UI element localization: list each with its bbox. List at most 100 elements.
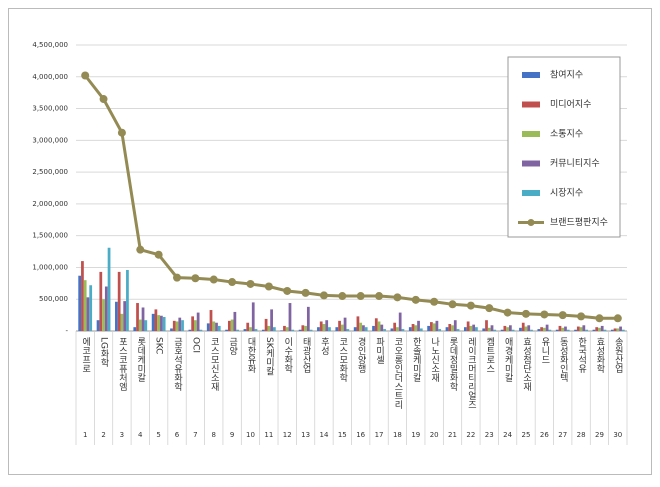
bar xyxy=(359,322,363,331)
bar xyxy=(521,322,525,331)
rank-label: 15 xyxy=(338,431,347,439)
bar xyxy=(81,261,84,331)
legend-label: 미디어지수 xyxy=(550,99,591,110)
legend-swatch-marker xyxy=(527,219,535,226)
bar xyxy=(230,319,234,331)
bar xyxy=(564,326,567,331)
legend-label: 소통지수 xyxy=(550,129,583,140)
line-marker xyxy=(521,309,530,318)
bar xyxy=(401,329,405,331)
bar xyxy=(377,321,381,331)
x-tick-label: 효성첨단소재 xyxy=(521,337,531,392)
bar xyxy=(212,321,216,331)
x-tick-label: 코스모화학 xyxy=(337,337,347,383)
rank-label: 28 xyxy=(577,431,586,439)
bar xyxy=(598,327,601,331)
bar xyxy=(555,329,559,331)
bar xyxy=(225,329,228,331)
line-marker xyxy=(301,288,310,297)
bar xyxy=(249,327,252,331)
line-marker xyxy=(356,292,365,301)
bar xyxy=(448,324,452,331)
legend-swatch xyxy=(522,72,540,78)
line-marker xyxy=(577,312,586,321)
bar xyxy=(104,286,108,331)
bar xyxy=(243,329,247,331)
x-tick-label: 후성 xyxy=(319,337,329,355)
line-marker xyxy=(338,292,347,301)
bar xyxy=(270,309,273,331)
line-marker xyxy=(558,311,567,320)
bar xyxy=(540,327,543,331)
bar xyxy=(380,324,384,331)
bar xyxy=(191,316,195,331)
bar xyxy=(154,309,158,331)
x-tick-label: 파미셀 xyxy=(374,337,384,364)
bar xyxy=(595,327,599,331)
x-tick-label: 효성화학 xyxy=(594,337,604,374)
y-tick-label: 2,500,000 xyxy=(32,168,68,176)
bar xyxy=(419,328,423,331)
bar xyxy=(472,324,476,331)
bar xyxy=(469,325,473,331)
rank-label: 26 xyxy=(540,431,549,439)
bar xyxy=(487,327,491,331)
bar xyxy=(503,325,507,331)
rank-label: 9 xyxy=(230,431,234,439)
bar xyxy=(356,316,360,331)
x-tick-label: 한국석유 xyxy=(576,337,586,374)
bar xyxy=(117,271,121,331)
bar xyxy=(435,320,439,331)
bar xyxy=(206,323,210,331)
bar xyxy=(170,328,173,331)
line-marker xyxy=(173,273,182,282)
bar xyxy=(285,327,289,331)
bar xyxy=(616,328,620,331)
rank-label: 4 xyxy=(138,431,143,439)
x-tick-label: 송원산업 xyxy=(613,337,623,373)
rank-label: 17 xyxy=(375,431,384,439)
bar xyxy=(272,327,276,331)
bar xyxy=(264,318,268,331)
bar xyxy=(545,324,549,331)
bar xyxy=(383,329,386,331)
bar xyxy=(558,325,562,331)
bar xyxy=(304,325,307,331)
bar xyxy=(451,325,454,331)
line-marker xyxy=(81,71,90,80)
y-tick-label: 1,000,000 xyxy=(32,263,68,271)
bar xyxy=(194,320,197,331)
bar xyxy=(500,329,504,331)
bar xyxy=(592,329,596,331)
bar xyxy=(566,329,570,331)
bar xyxy=(548,329,552,331)
bar xyxy=(338,320,341,331)
bar xyxy=(482,328,486,331)
bar xyxy=(537,329,541,331)
bar xyxy=(343,317,347,331)
y-tick-label: 2,000,000 xyxy=(32,200,68,208)
bar xyxy=(390,328,394,331)
legend-swatch xyxy=(522,190,540,196)
rank-label: 11 xyxy=(264,431,273,439)
bar xyxy=(115,301,118,331)
rank-label: 3 xyxy=(120,431,124,439)
y-tick-label: 500,000 xyxy=(39,295,68,303)
bar xyxy=(136,303,139,331)
rank-label: 2 xyxy=(101,431,105,439)
x-tick-label: LG화학 xyxy=(99,337,109,368)
line-marker xyxy=(540,310,549,319)
line-marker xyxy=(117,128,126,137)
x-tick-label: SKC xyxy=(154,337,164,354)
bar xyxy=(89,285,93,331)
bar xyxy=(133,327,137,331)
bar xyxy=(603,329,607,331)
bar xyxy=(372,325,375,331)
bar xyxy=(227,320,231,331)
rank-label: 19 xyxy=(411,431,420,439)
x-tick-label: 경인양행 xyxy=(356,336,366,373)
x-tick-label: 레이크머티리얼즈 xyxy=(466,337,476,409)
bar xyxy=(188,329,192,331)
bar xyxy=(490,325,494,331)
